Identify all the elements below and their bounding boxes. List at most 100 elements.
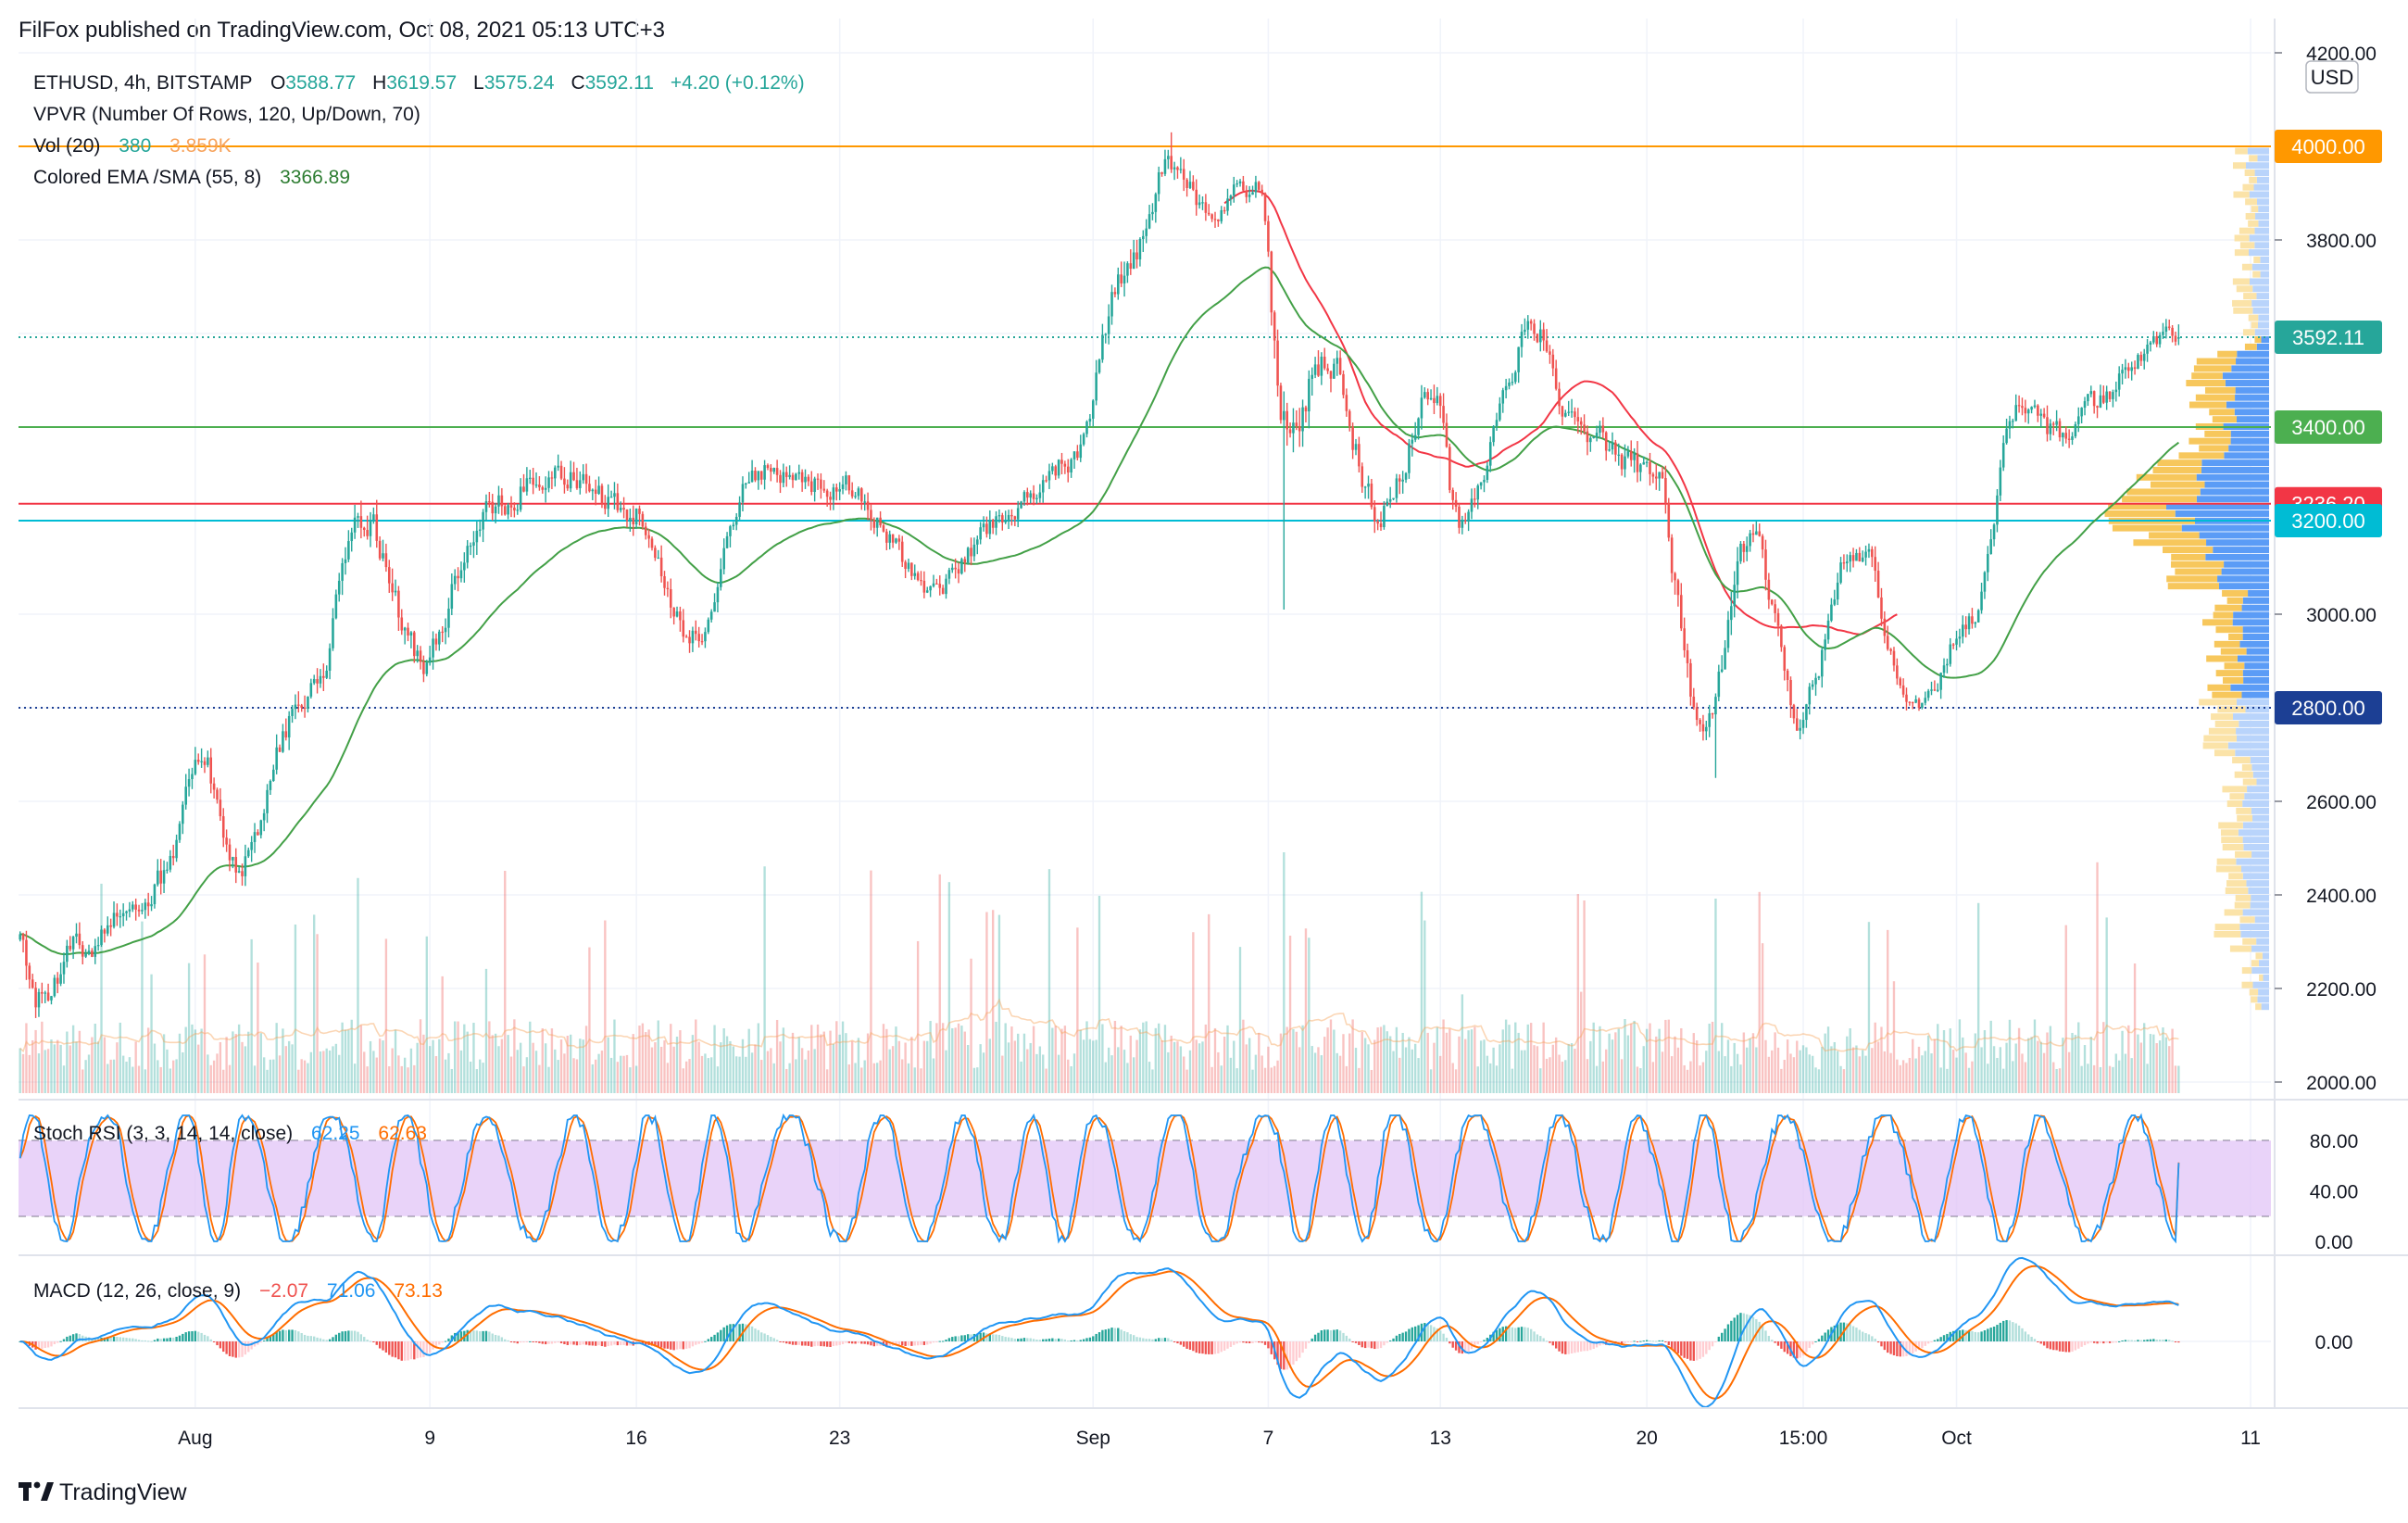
candle: [2074, 422, 2077, 439]
candle: [1520, 323, 1524, 358]
svg-text:Colored EMA /SMA (55, 8): Colored EMA /SMA (55, 8) 3366.89: [33, 167, 350, 188]
price-axis[interactable]: 4200.00 3800.00 3000.00 2600.00 2400.00 2200.…: [2275, 44, 2382, 1094]
time-tick-label: 9: [424, 1428, 435, 1449]
candle: [144, 899, 147, 919]
candle: [1551, 348, 1555, 377]
candle: [1874, 546, 1876, 582]
candle: [71, 936, 75, 960]
currency-badge[interactable]: USD: [2305, 60, 2359, 94]
candle: [137, 904, 141, 917]
candle: [46, 983, 50, 1002]
price-tick-label: 3800.00: [2306, 231, 2377, 252]
candle: [1135, 239, 1138, 269]
candle: [87, 944, 91, 956]
candle: [666, 581, 670, 598]
candle: [1780, 623, 1783, 652]
candle: [804, 469, 807, 489]
candle: [1442, 393, 1445, 430]
candle: [1051, 462, 1054, 475]
candle: [119, 909, 122, 928]
candle: [1420, 384, 1423, 430]
candle: [478, 519, 482, 537]
candle: [166, 862, 169, 874]
candle: [854, 491, 857, 499]
candle: [960, 557, 963, 575]
candle: [491, 494, 495, 521]
candle: [554, 465, 557, 487]
candle: [178, 821, 182, 843]
candle: [835, 483, 838, 501]
stoch-d-line: [19, 1114, 2180, 1243]
candle: [309, 678, 313, 699]
candle: [1517, 346, 1520, 384]
candle: [1229, 194, 1233, 206]
candle: [963, 556, 967, 573]
candle: [935, 578, 938, 585]
candle: [1858, 547, 1862, 562]
time-axis[interactable]: Aug 9 16 23 Sep 7 13 20 15:00 Oct 11: [178, 1428, 2261, 1449]
legend-close-label: C: [571, 72, 584, 94]
legend-vol-label: Vol (20): [33, 135, 100, 157]
candle: [1445, 413, 1449, 448]
candle: [1742, 541, 1746, 563]
candle: [870, 503, 872, 531]
candle: [2092, 390, 2096, 414]
candle: [257, 829, 259, 837]
candle: [672, 607, 675, 625]
legend-low-label: L: [473, 72, 484, 94]
candle: [616, 483, 620, 513]
candle: [203, 757, 207, 774]
candle: [1949, 637, 1952, 667]
candle: [1163, 149, 1167, 177]
volume-bars: [19, 852, 2180, 1093]
candle: [216, 787, 219, 804]
candle: [604, 495, 607, 515]
candle: [1091, 398, 1095, 427]
candle: [428, 646, 432, 666]
candle: [1323, 347, 1326, 371]
candle: [369, 511, 372, 548]
candle: [1292, 408, 1295, 453]
candle: [269, 779, 272, 796]
candle: [641, 510, 645, 530]
candle: [1045, 475, 1047, 483]
candle: [697, 626, 700, 648]
candle: [1767, 573, 1771, 610]
candle: [141, 902, 144, 914]
candle: [2124, 359, 2127, 379]
candle: [1792, 703, 1796, 724]
candle: [466, 540, 469, 569]
candle: [791, 472, 795, 488]
candle: [2089, 385, 2093, 397]
candle: [2058, 418, 2062, 442]
candle: [688, 630, 691, 653]
tradingview-logo[interactable]: TradingView: [19, 1479, 188, 1505]
candle: [1363, 485, 1367, 499]
candle: [2102, 385, 2105, 405]
candle: [266, 784, 269, 824]
resistance-4000-badge: 4000.00: [2275, 130, 2382, 163]
candle: [1774, 598, 1776, 623]
price-levels: [19, 145, 2271, 709]
candle: [1686, 643, 1689, 678]
price-tick-label: 2200.00: [2306, 979, 2377, 1001]
candle: [150, 896, 153, 912]
candle: [1104, 333, 1108, 344]
candle: [187, 768, 191, 797]
candle: [1436, 386, 1439, 406]
candle: [1326, 363, 1329, 374]
candle: [788, 465, 791, 480]
legend-macd-label: MACD (12, 26, close, 9): [33, 1280, 241, 1302]
candle: [945, 573, 947, 599]
candle: [2137, 353, 2139, 370]
candle: [1654, 463, 1658, 490]
last-price-badge-label: 3592.11: [2292, 326, 2364, 349]
candle: [434, 633, 438, 651]
candle: [619, 501, 622, 513]
price-tick-label: 4200.00: [2306, 44, 2377, 65]
candle: [647, 528, 650, 548]
candle: [1004, 510, 1007, 524]
candle: [538, 476, 541, 491]
candle: [69, 936, 72, 952]
ema-line: [19, 266, 2180, 956]
